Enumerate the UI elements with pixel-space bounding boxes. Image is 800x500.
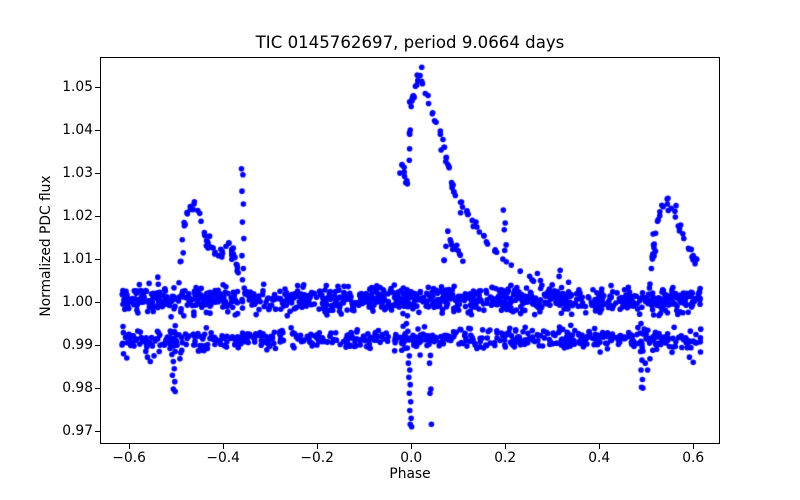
y-tick-mark: [95, 430, 100, 432]
y-tick-mark: [95, 344, 100, 346]
x-tick-label: −0.6: [112, 450, 146, 466]
scatter-canvas: [100, 57, 720, 444]
y-tick-mark: [95, 129, 100, 131]
x-tick-mark: [598, 444, 600, 449]
x-tick-mark: [504, 444, 506, 449]
y-tick-label: 1.04: [62, 122, 93, 139]
x-tick-label: 0.0: [400, 450, 423, 466]
x-tick-mark: [222, 444, 224, 449]
x-tick-label: 0.4: [588, 450, 611, 466]
y-tick-label: 1.02: [62, 208, 93, 225]
y-tick-mark: [95, 86, 100, 88]
x-tick-label: −0.2: [300, 450, 334, 466]
y-tick-mark: [95, 172, 100, 174]
y-tick-label: 0.99: [62, 337, 93, 354]
x-axis-label: Phase: [389, 466, 431, 482]
x-tick-mark: [128, 444, 130, 449]
x-tick-label: 0.6: [682, 450, 705, 466]
y-tick-label: 1.05: [62, 79, 93, 96]
y-tick-label: 0.97: [62, 423, 93, 440]
x-tick-mark: [316, 444, 318, 449]
x-tick-label: −0.4: [206, 450, 240, 466]
x-tick-label: 0.2: [494, 450, 517, 466]
y-tick-mark: [95, 258, 100, 260]
x-tick-mark: [692, 444, 694, 449]
y-tick-label: 1.03: [62, 165, 93, 182]
y-axis-label: Normalized PDC flux: [38, 175, 54, 317]
y-tick-mark: [95, 215, 100, 217]
y-tick-mark: [95, 301, 100, 303]
y-tick-label: 1.00: [62, 294, 93, 311]
plot-title: TIC 0145762697, period 9.0664 days: [255, 33, 565, 52]
y-tick-mark: [95, 387, 100, 389]
x-tick-mark: [410, 444, 412, 449]
y-tick-label: 0.98: [62, 380, 93, 397]
y-tick-label: 1.01: [62, 251, 93, 268]
